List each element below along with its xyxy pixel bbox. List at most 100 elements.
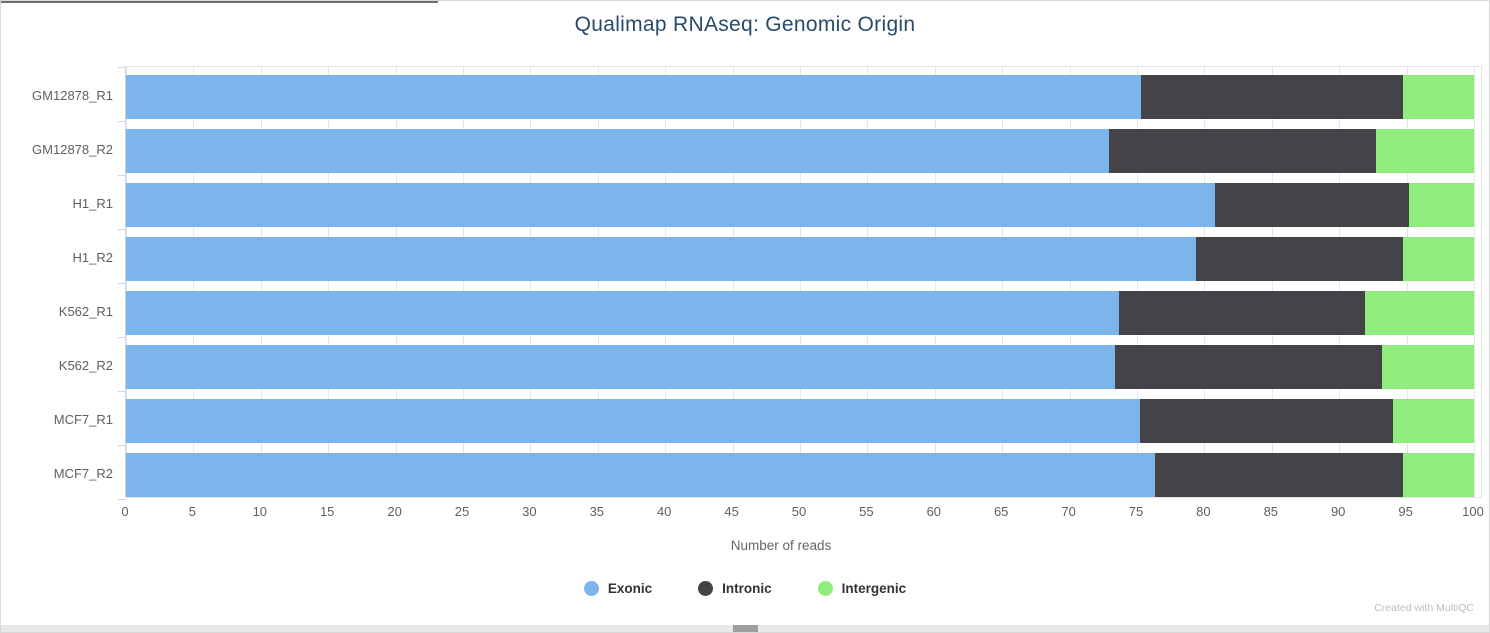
gridline-x-30 bbox=[530, 67, 532, 497]
y-axis-label-k562_r1: K562_R1 bbox=[58, 304, 113, 319]
y-axis-tick bbox=[118, 121, 126, 122]
y-axis-label-h1_r2: H1_R2 bbox=[72, 250, 113, 265]
bar-h1_r2 bbox=[126, 237, 1474, 281]
gridline-x-45 bbox=[732, 67, 734, 497]
bar-gm12878_r1 bbox=[126, 75, 1474, 119]
gridline-x-5 bbox=[193, 67, 195, 497]
bar-segment-intronic-h1_r2[interactable] bbox=[1196, 237, 1403, 281]
x-tick-label-85: 85 bbox=[1263, 504, 1279, 519]
bar-segment-exonic-h1_r1[interactable] bbox=[126, 183, 1216, 227]
x-axis-title: Number of reads bbox=[730, 538, 832, 553]
y-axis-label-gm12878_r2: GM12878_R2 bbox=[32, 142, 113, 157]
y-axis-tick bbox=[118, 175, 126, 176]
gridline-x-65 bbox=[1002, 67, 1004, 497]
x-tick-label-40: 40 bbox=[656, 504, 672, 519]
bar-k562_r1 bbox=[126, 291, 1474, 335]
gridline-x-70 bbox=[1069, 67, 1071, 497]
bar-h1_r1 bbox=[126, 183, 1474, 227]
gridline-x-20 bbox=[395, 67, 397, 497]
bar-segment-intergenic-mcf7_r1[interactable] bbox=[1393, 399, 1474, 443]
y-axis-label-gm12878_r1: GM12878_R1 bbox=[32, 88, 113, 103]
bar-segment-intergenic-h1_r2[interactable] bbox=[1402, 237, 1474, 281]
gridline-x-85 bbox=[1271, 67, 1273, 497]
y-axis-tick bbox=[118, 499, 126, 500]
y-axis-tick bbox=[118, 283, 126, 284]
bar-segment-intergenic-h1_r1[interactable] bbox=[1409, 183, 1474, 227]
bar-segment-intronic-mcf7_r1[interactable] bbox=[1139, 399, 1394, 443]
horizontal-scrollbar[interactable] bbox=[1, 625, 1489, 632]
gridline-x-15 bbox=[328, 67, 330, 497]
y-axis-label-mcf7_r2: MCF7_R2 bbox=[53, 466, 113, 481]
x-tick-label-20: 20 bbox=[387, 504, 402, 519]
bar-segment-exonic-mcf7_r2[interactable] bbox=[126, 453, 1155, 497]
legend-item-intergenic[interactable]: Intergenic bbox=[817, 581, 907, 596]
x-tick-label-55: 55 bbox=[859, 504, 874, 519]
bar-segment-intergenic-mcf7_r2[interactable] bbox=[1402, 453, 1474, 497]
y-axis-tick bbox=[118, 67, 126, 68]
y-axis-tick bbox=[118, 337, 126, 338]
gridline-x-0 bbox=[126, 67, 127, 497]
gridline-x-55 bbox=[867, 67, 869, 497]
x-tick-label-35: 35 bbox=[589, 504, 605, 519]
bar-mcf7_r2 bbox=[126, 453, 1474, 497]
x-tick-label-10: 10 bbox=[252, 504, 268, 519]
x-tick-label-15: 15 bbox=[319, 504, 335, 519]
bar-segment-intronic-k562_r1[interactable] bbox=[1119, 291, 1365, 335]
legend-item-exonic[interactable]: Exonic bbox=[583, 581, 652, 596]
legend: Exonic Intronic Intergenic bbox=[1, 581, 1489, 596]
gridline-x-25 bbox=[463, 67, 464, 497]
gridline-x-90 bbox=[1339, 67, 1341, 497]
bar-segment-intergenic-gm12878_r2[interactable] bbox=[1375, 129, 1474, 173]
bar-segment-intronic-h1_r1[interactable] bbox=[1215, 183, 1410, 227]
gridline-x-50 bbox=[800, 67, 801, 497]
bar-segment-intronic-gm12878_r2[interactable] bbox=[1108, 129, 1376, 173]
x-tick-label-0: 0 bbox=[121, 504, 129, 519]
chart-title: Qualimap RNAseq: Genomic Origin bbox=[574, 13, 916, 36]
gridline-x-10 bbox=[260, 67, 262, 497]
y-axis-tick bbox=[118, 229, 126, 230]
bar-segment-intronic-gm12878_r1[interactable] bbox=[1141, 75, 1403, 119]
bar-segment-intronic-mcf7_r2[interactable] bbox=[1154, 453, 1403, 497]
watermark: Created with MultiQC bbox=[1374, 602, 1474, 614]
x-tick-label-30: 30 bbox=[522, 504, 537, 519]
legend-item-intronic[interactable]: Intronic bbox=[698, 581, 772, 596]
x-tick-label-50: 50 bbox=[791, 504, 807, 519]
bar-segment-intergenic-k562_r2[interactable] bbox=[1382, 345, 1474, 389]
gridline-x-35 bbox=[597, 67, 599, 497]
x-tick-label-95: 95 bbox=[1398, 504, 1413, 519]
legend-label-intronic: Intronic bbox=[722, 581, 772, 596]
scrollbar-thumb[interactable] bbox=[733, 625, 758, 632]
bar-k562_r2 bbox=[126, 345, 1474, 389]
bar-segment-exonic-mcf7_r1[interactable] bbox=[126, 399, 1140, 443]
legend-label-intergenic: Intergenic bbox=[841, 581, 907, 596]
y-axis-label-mcf7_r1: MCF7_R1 bbox=[53, 412, 113, 427]
gridline-x-60 bbox=[934, 67, 936, 497]
top-accent-line bbox=[1, 1, 438, 3]
y-axis-label-h1_r1: H1_R1 bbox=[72, 196, 113, 211]
bar-segment-exonic-h1_r2[interactable] bbox=[126, 237, 1197, 281]
bar-segment-intergenic-gm12878_r1[interactable] bbox=[1402, 75, 1474, 119]
legend-swatch-intergenic bbox=[817, 581, 833, 596]
legend-swatch-exonic bbox=[583, 581, 599, 596]
bar-segment-exonic-gm12878_r1[interactable] bbox=[126, 75, 1142, 119]
bar-mcf7_r1 bbox=[126, 399, 1474, 443]
gridline-x-95 bbox=[1406, 67, 1408, 497]
x-tick-label-25: 25 bbox=[454, 504, 470, 519]
x-tick-label-75: 75 bbox=[1128, 504, 1144, 519]
x-tick-label-5: 5 bbox=[188, 504, 196, 519]
y-axis-label-k562_r2: K562_R2 bbox=[58, 358, 113, 373]
bar-segment-intergenic-k562_r1[interactable] bbox=[1364, 291, 1474, 335]
x-tick-label-100: 100 bbox=[1462, 504, 1484, 519]
x-tick-label-45: 45 bbox=[724, 504, 739, 519]
bar-segment-exonic-k562_r2[interactable] bbox=[126, 345, 1116, 389]
bar-segment-exonic-gm12878_r2[interactable] bbox=[126, 129, 1109, 173]
y-axis-tick bbox=[118, 445, 126, 446]
y-axis-tick bbox=[118, 391, 126, 392]
legend-swatch-intronic bbox=[698, 581, 714, 596]
bar-segment-intronic-k562_r2[interactable] bbox=[1115, 345, 1383, 389]
bar-gm12878_r2 bbox=[126, 129, 1474, 173]
gridline-x-80 bbox=[1204, 67, 1206, 497]
bar-segment-exonic-k562_r1[interactable] bbox=[126, 291, 1120, 335]
x-tick-label-90: 90 bbox=[1330, 504, 1346, 519]
